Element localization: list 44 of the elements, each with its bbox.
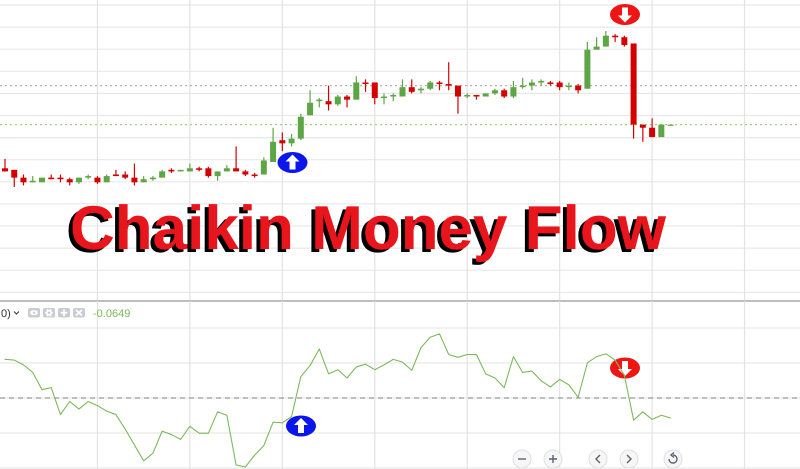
candlestick (621, 35, 628, 48)
candlestick (594, 36, 600, 50)
text: Chaikin Money Flow (70, 194, 667, 263)
candlestick (602, 30, 609, 48)
candlestick (649, 118, 656, 138)
candlestick (538, 78, 544, 86)
candlestick (2, 158, 8, 172)
candlestick (131, 163, 138, 186)
candlestick (454, 85, 461, 114)
candlestick (640, 124, 646, 142)
candlestick (205, 166, 212, 178)
candlestick (528, 78, 535, 91)
candlestick (298, 113, 304, 141)
candlestick (436, 80, 442, 91)
candlestick (279, 132, 286, 152)
candlestick (390, 92, 396, 102)
candlestick (233, 146, 240, 172)
candlestick (501, 88, 508, 99)
candlestick (446, 62, 452, 91)
candlestick (658, 124, 664, 138)
text: 0) (1, 308, 11, 320)
candlestick (11, 169, 18, 188)
candlestick (270, 127, 276, 163)
candlestick (362, 78, 369, 92)
candlestick (260, 156, 267, 176)
candlestick (288, 133, 295, 148)
candlestick (316, 97, 322, 108)
candlestick (326, 85, 332, 112)
text: -0.0649 (93, 308, 130, 320)
candlestick (520, 77, 526, 90)
candlestick (20, 174, 26, 186)
candlestick (381, 92, 388, 105)
candlestick (400, 78, 406, 98)
candlestick (353, 76, 360, 100)
candlestick (344, 94, 350, 108)
candlestick (427, 80, 434, 91)
candlestick (556, 80, 563, 91)
candlestick (510, 80, 516, 99)
candlestick (30, 175, 36, 183)
candlestick (307, 90, 314, 116)
candlestick (372, 82, 378, 105)
candlestick (408, 78, 415, 94)
candlestick (575, 83, 582, 94)
candlestick (334, 94, 341, 106)
